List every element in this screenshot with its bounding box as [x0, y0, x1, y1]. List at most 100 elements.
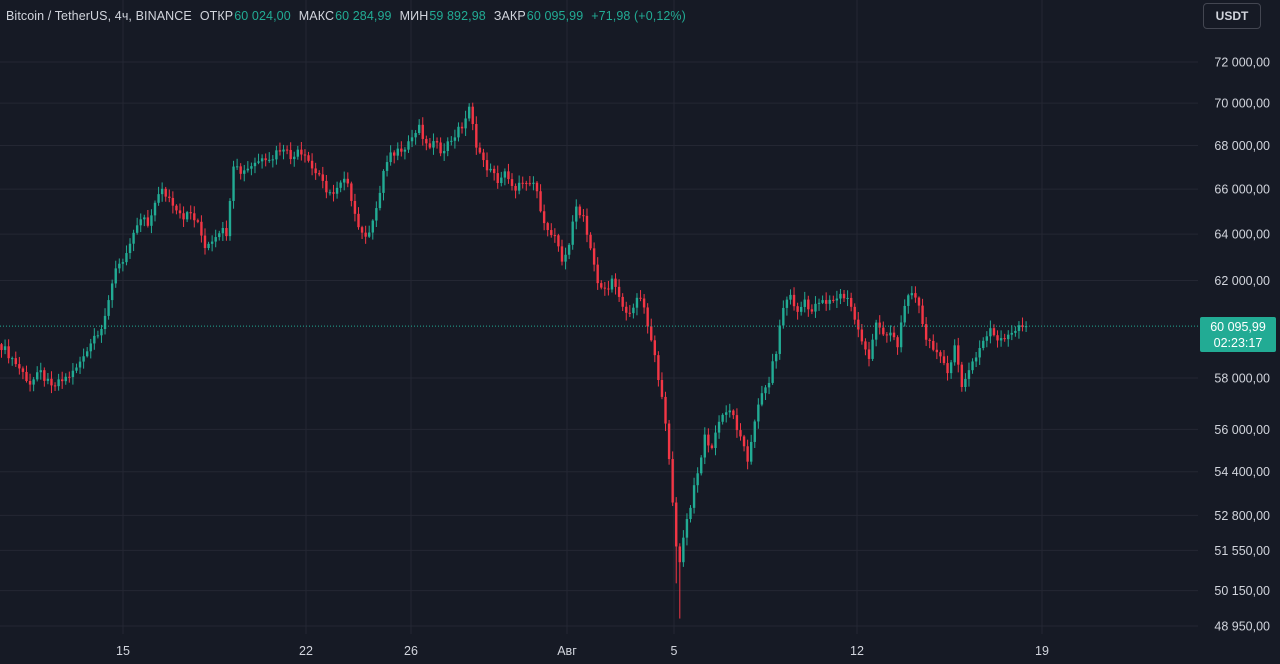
- candle: [742, 434, 746, 452]
- candle: [442, 143, 446, 161]
- candle-body: [96, 335, 100, 337]
- candle-body: [368, 232, 371, 237]
- candle-body: [396, 148, 399, 156]
- candle: [110, 279, 114, 308]
- candle: [907, 293, 910, 314]
- time-axis[interactable]: 15 22 26 Авг 5 12 19: [116, 644, 1049, 658]
- candle: [857, 312, 860, 338]
- candle-body: [414, 132, 417, 138]
- candle: [803, 291, 806, 313]
- candle: [575, 199, 578, 230]
- candle-body: [496, 173, 499, 184]
- candle-body: [357, 213, 360, 228]
- candle: [439, 137, 442, 157]
- price-tick-label: 72 000,00: [1214, 56, 1270, 70]
- candle-body: [489, 168, 492, 171]
- candle-body: [939, 352, 942, 357]
- candle: [100, 324, 103, 343]
- price-tick-label: 62 000,00: [1214, 274, 1270, 288]
- candle: [824, 292, 828, 311]
- candle: [814, 296, 817, 318]
- candle-body: [100, 329, 103, 336]
- candle: [667, 419, 671, 465]
- candle: [650, 318, 653, 342]
- candle: [232, 160, 235, 209]
- candle-body: [857, 319, 860, 330]
- candle: [203, 228, 207, 255]
- candle: [364, 225, 367, 244]
- candle: [428, 137, 432, 150]
- time-tick-label: 12: [850, 644, 864, 658]
- candle: [849, 292, 853, 312]
- candle: [425, 135, 428, 151]
- candle: [457, 122, 460, 142]
- candle: [657, 351, 660, 387]
- candle: [878, 315, 881, 335]
- candle-body: [921, 305, 924, 325]
- candle-body: [971, 361, 974, 371]
- candle-body: [303, 154, 307, 156]
- candle: [339, 180, 342, 193]
- currency-button[interactable]: USDT: [1203, 3, 1261, 29]
- candle: [653, 335, 657, 363]
- candle-body: [393, 152, 396, 156]
- candle: [307, 151, 310, 163]
- candle-body: [910, 293, 914, 296]
- price-tick-label: 48 950,00: [1214, 620, 1270, 634]
- chart-grid: [0, 0, 1198, 634]
- candle: [417, 119, 421, 136]
- candle: [89, 338, 92, 359]
- candle-body: [557, 235, 560, 247]
- candle: [293, 151, 296, 167]
- candle: [982, 337, 985, 351]
- candle-body: [721, 414, 724, 422]
- candle: [57, 373, 60, 391]
- candle-body: [107, 300, 110, 316]
- candle-body: [178, 210, 182, 214]
- symbol-title[interactable]: Bitcoin / TetherUS, 4ч, BINANCE: [6, 9, 192, 23]
- candle: [382, 169, 385, 201]
- candle: [964, 373, 967, 392]
- candle: [1007, 330, 1010, 347]
- candle: [753, 419, 756, 449]
- candle: [764, 385, 767, 401]
- candle-body: [11, 358, 14, 360]
- candle-body: [175, 205, 178, 211]
- candle: [707, 428, 710, 453]
- candle-body: [500, 177, 503, 184]
- candle-body: [171, 197, 175, 206]
- candle-body: [935, 349, 939, 353]
- candle: [93, 328, 96, 350]
- candle-body: [289, 149, 292, 160]
- candle: [510, 173, 514, 191]
- candle-body: [375, 208, 378, 221]
- candle-body: [999, 338, 1003, 341]
- candle-body: [400, 148, 403, 152]
- price-axis[interactable]: 72 000,00 70 000,00 68 000,00 66 000,00 64 0…: [1214, 56, 1270, 634]
- candle: [250, 162, 253, 176]
- candle: [393, 150, 396, 164]
- candle-body: [632, 307, 635, 314]
- candle: [671, 451, 674, 507]
- candle: [821, 295, 824, 305]
- candle: [757, 398, 760, 429]
- candle: [935, 342, 939, 360]
- candle: [539, 184, 542, 213]
- candle: [464, 110, 467, 136]
- candle: [889, 325, 892, 342]
- candle-body: [949, 362, 953, 374]
- candle: [728, 403, 731, 418]
- candle-body: [300, 149, 303, 155]
- candle: [118, 258, 121, 274]
- candle: [553, 228, 557, 243]
- candle-body: [785, 299, 789, 308]
- candle: [867, 341, 871, 367]
- candle: [82, 348, 85, 369]
- candle-body: [164, 188, 167, 197]
- candle: [885, 332, 889, 343]
- candle: [168, 189, 171, 203]
- candle: [660, 372, 664, 400]
- candle-body: [882, 327, 885, 335]
- candle-body: [218, 233, 221, 238]
